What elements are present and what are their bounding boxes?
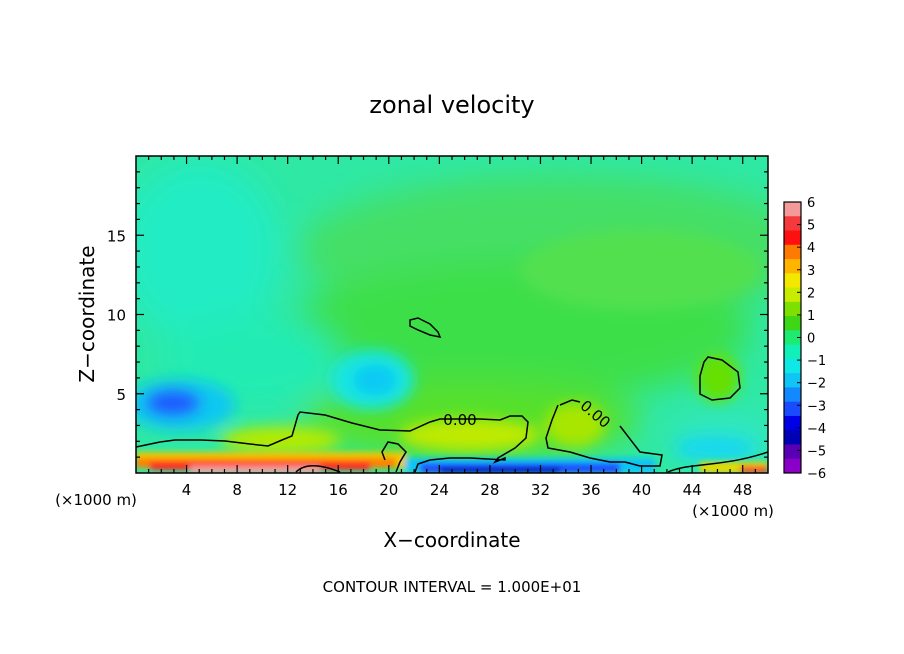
x-tick-label: 36 [581, 481, 600, 499]
colorbar-swatch [784, 415, 801, 431]
colorbar-swatch [784, 401, 801, 417]
y-tick-label: 15 [107, 227, 126, 245]
near-surface-pos-c [545, 403, 605, 447]
x-tick-label: 32 [531, 481, 550, 499]
surface-right-red [740, 466, 768, 473]
x-axis-label: X−coordinate [383, 528, 520, 552]
contour-right-mid [545, 399, 663, 467]
x-unit-left: (×1000 m) [55, 491, 137, 509]
colorbar-swatch [784, 458, 801, 474]
colorbar-tick-label: −5 [807, 444, 826, 459]
near-surface-pos-a [220, 426, 340, 454]
colorbar-swatch [784, 444, 801, 460]
colorbar-swatch [784, 373, 801, 388]
colorbar-labels: 6 5 4 3 2 1 0 −1 −2 −3 −4 −5 −6 [807, 196, 826, 482]
neg-core-mid [353, 365, 397, 395]
contour-main [136, 411, 529, 473]
y-tick-label: 10 [107, 307, 126, 325]
x-tick-label: 28 [480, 481, 499, 499]
x-tick-label: 48 [733, 481, 752, 499]
field-left-upper [136, 160, 280, 340]
colorbar-tick-label: 4 [807, 241, 815, 256]
colorbar-tick-label: −3 [807, 399, 826, 414]
colorbar-tick-label: −1 [807, 354, 826, 369]
y-tick-label: 5 [116, 386, 126, 404]
contour-right-surface [667, 451, 768, 473]
x-tick-label: 44 [683, 481, 702, 499]
colorbar-tick-label: 2 [807, 286, 815, 301]
surface-right-yellow [700, 462, 768, 473]
x-tick-label: 24 [430, 481, 449, 499]
colorbar-tick-label: 5 [807, 219, 815, 234]
x-tick-label: 16 [329, 481, 348, 499]
chart-title: zonal velocity [369, 91, 534, 119]
field-upper-right-tint [520, 230, 760, 310]
colorbar-swatch [784, 430, 801, 445]
contour-surface-loop [295, 464, 341, 473]
colorbar-tick-label: 1 [807, 309, 815, 324]
colorbar-swatch [784, 259, 801, 274]
heatmap-field: 0.00 0.00 [136, 156, 768, 473]
colorbar-swatch [784, 216, 801, 232]
x-tick-label: 4 [182, 481, 192, 499]
near-surface-neg-right [675, 436, 755, 460]
y-axis-tick-labels: 5 10 15 [107, 227, 126, 404]
contour-interval-note: CONTOUR INTERVAL = 1.000E+01 [323, 578, 582, 596]
x-unit-right: (×1000 m) [692, 502, 774, 520]
colorbar-tick-label: −4 [807, 422, 826, 437]
x-tick-label: 40 [632, 481, 651, 499]
colorbar-swatch [784, 358, 801, 374]
colorbar-swatch [784, 301, 801, 317]
surface-reverse-deep [440, 467, 560, 473]
near-surface-pos-b [400, 419, 540, 451]
neg-core-left [145, 389, 201, 417]
colorbar-tick-label: 6 [807, 196, 815, 211]
zero-contours [136, 317, 768, 473]
x-axis-tick-labels: 4 8 12 16 20 24 28 32 36 40 44 48 [182, 481, 752, 499]
x-tick-label: 20 [379, 481, 398, 499]
colorbar-tick-label: 0 [807, 332, 815, 347]
colorbar-swatch [784, 202, 801, 217]
colorbar-swatch [784, 287, 801, 303]
colorbar-swatch [784, 344, 801, 360]
surface-jet-pink [190, 466, 320, 473]
colorbar-tick-label: 3 [807, 264, 815, 279]
colorbar-swatch [784, 230, 801, 246]
colorbar-tick-label: −6 [807, 467, 826, 482]
colorbar-swatch [784, 244, 801, 260]
colorbar-tick-label: −2 [807, 377, 826, 392]
contour-left-lobe [381, 441, 407, 473]
colorbar-swatch [784, 316, 801, 331]
colorbar [783, 201, 802, 474]
contour-right-loop [699, 356, 741, 401]
colorbar-swatch [784, 273, 801, 289]
x-tick-label: 8 [232, 481, 242, 499]
colorbar-swatch [784, 387, 801, 403]
contour-label-1: 0.00 [443, 411, 476, 429]
y-axis-label: Z−coordinate [75, 245, 99, 382]
contour-upper-loop [409, 317, 442, 339]
y-axis-ticks [136, 171, 768, 458]
x-axis-ticks [148, 156, 756, 473]
x-tick-label: 12 [278, 481, 297, 499]
colorbar-swatch [784, 330, 801, 346]
